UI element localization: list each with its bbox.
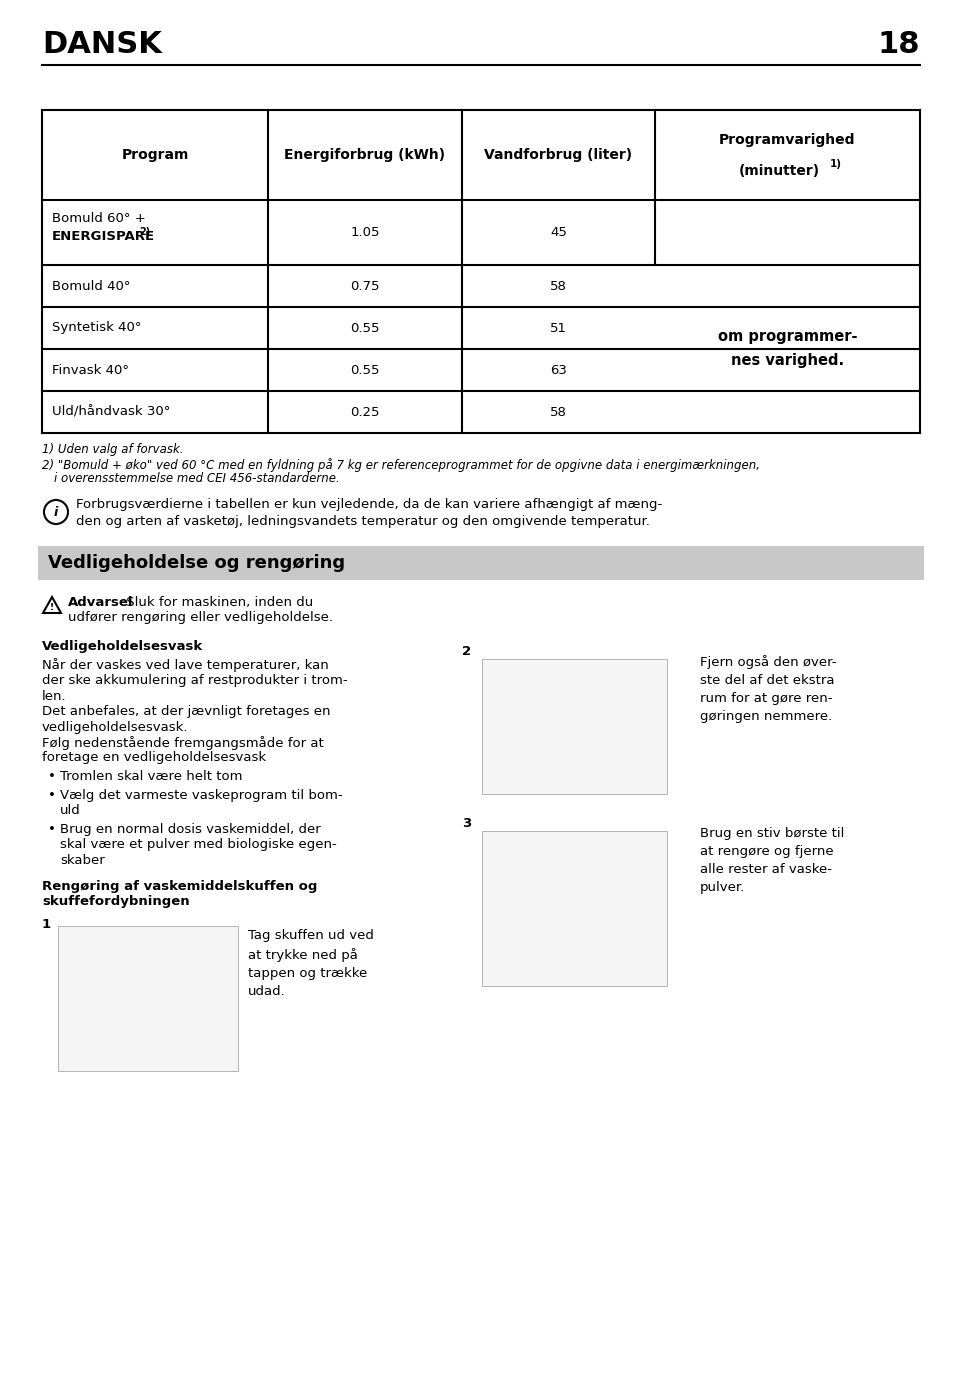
Text: skaber: skaber [60,854,105,867]
Text: 2: 2 [462,645,471,658]
Text: Program: Program [121,148,189,162]
Text: 2) "Bomuld + øko" ved 60 °C med en fyldning på 7 kg er referenceprogrammet for d: 2) "Bomuld + øko" ved 60 °C med en fyldn… [42,459,760,472]
Text: Finvask 40°: Finvask 40° [52,364,129,377]
Text: (minutter): (minutter) [739,164,820,178]
Text: Bomuld 40°: Bomuld 40° [52,280,131,293]
Text: Vedligeholdelsesvask: Vedligeholdelsesvask [42,640,204,652]
Text: foretage en vedligeholdelsesvask: foretage en vedligeholdelsesvask [42,752,266,764]
Text: ENERGISPARE: ENERGISPARE [52,230,156,244]
Text: Fjern også den øver-
ste del af det ekstra
rum for at gøre ren-
gøringen nemmere: Fjern også den øver- ste del af det ekst… [700,655,836,722]
Text: •: • [48,823,56,836]
Text: 63: 63 [550,364,567,377]
Text: nes varighed.: nes varighed. [731,353,844,368]
Text: uld: uld [60,804,81,818]
Text: Vedligeholdelse og rengøring: Vedligeholdelse og rengøring [48,554,346,573]
Text: •: • [48,788,56,801]
Text: om programmer-: om programmer- [718,329,857,344]
FancyBboxPatch shape [482,832,667,986]
Text: 3: 3 [462,818,471,830]
Text: 0.55: 0.55 [350,364,380,377]
Text: Forbrugsværdierne i tabellen er kun vejledende, da de kan variere afhængigt af m: Forbrugsværdierne i tabellen er kun vejl… [76,498,662,511]
Text: 18: 18 [877,29,920,59]
Text: den og arten af vasketøj, ledningsvandets temperatur og den omgivende temperatur: den og arten af vasketøj, ledningsvandet… [76,515,650,528]
Text: Det anbefales, at der jævnligt foretages en: Det anbefales, at der jævnligt foretages… [42,706,330,718]
Text: 1.05: 1.05 [350,225,380,239]
Text: 45: 45 [550,225,567,239]
Text: udfører rengøring eller vedligeholdelse.: udfører rengøring eller vedligeholdelse. [68,612,333,624]
Text: Syntetisk 40°: Syntetisk 40° [52,322,141,335]
Text: skal være et pulver med biologiske egen-: skal være et pulver med biologiske egen- [60,839,337,851]
Text: 1): 1) [829,160,842,169]
Text: 51: 51 [550,322,567,335]
Text: i overensstemmelse med CEI 456-standarderne.: i overensstemmelse med CEI 456-standarde… [54,472,340,484]
FancyBboxPatch shape [482,659,667,794]
Text: 1: 1 [42,917,51,931]
Text: •: • [48,770,56,783]
Text: Tromlen skal være helt tom: Tromlen skal være helt tom [60,770,243,783]
Text: Advarsel: Advarsel [68,596,133,609]
Text: 58: 58 [550,406,567,419]
Text: Tag skuffen ud ved
at trykke ned på
tappen og trække
udad.: Tag skuffen ud ved at trykke ned på tapp… [248,930,373,998]
Text: 0.25: 0.25 [350,406,380,419]
Text: der ske akkumulering af restprodukter i trom-: der ske akkumulering af restprodukter i … [42,673,348,687]
Text: Bomuld 60° +: Bomuld 60° + [52,211,146,225]
Text: 0.75: 0.75 [350,280,380,293]
Text: 58: 58 [550,280,567,293]
Text: 1) Uden valg af forvask.: 1) Uden valg af forvask. [42,442,183,456]
Text: len.: len. [42,690,66,703]
Text: Brug en stiv børste til
at rengøre og fjerne
alle rester af vaske-
pulver.: Brug en stiv børste til at rengøre og fj… [700,827,845,895]
Text: DANSK: DANSK [42,29,162,59]
Text: Når der vaskes ved lave temperaturer, kan: Når der vaskes ved lave temperaturer, ka… [42,658,328,672]
Text: Vandforbrug (liter): Vandforbrug (liter) [485,148,633,162]
Text: Vælg det varmeste vaskeprogram til bom-: Vælg det varmeste vaskeprogram til bom- [60,788,343,801]
FancyBboxPatch shape [38,546,924,580]
Text: i: i [54,507,59,519]
Text: Brug en normal dosis vaskemiddel, der: Brug en normal dosis vaskemiddel, der [60,823,321,836]
Text: !: ! [50,602,54,612]
Text: Programvarighed: Programvarighed [719,133,855,147]
Text: Uld/håndvask 30°: Uld/håndvask 30° [52,406,170,419]
Text: Energiforbrug (kWh): Energiforbrug (kWh) [284,148,445,162]
Text: 2): 2) [139,227,151,237]
Text: vedligeholdelsesvask.: vedligeholdelsesvask. [42,721,188,734]
FancyBboxPatch shape [58,925,238,1071]
Text: Sluk for maskinen, inden du: Sluk for maskinen, inden du [122,596,313,609]
Text: 0.55: 0.55 [350,322,380,335]
Text: Følg nedenstående fremgangsmåde for at: Følg nedenstående fremgangsmåde for at [42,736,324,750]
Text: Rengøring af vaskemiddelskuffen og: Rengøring af vaskemiddelskuffen og [42,881,318,893]
Text: skuffefordybningen: skuffefordybningen [42,896,190,909]
